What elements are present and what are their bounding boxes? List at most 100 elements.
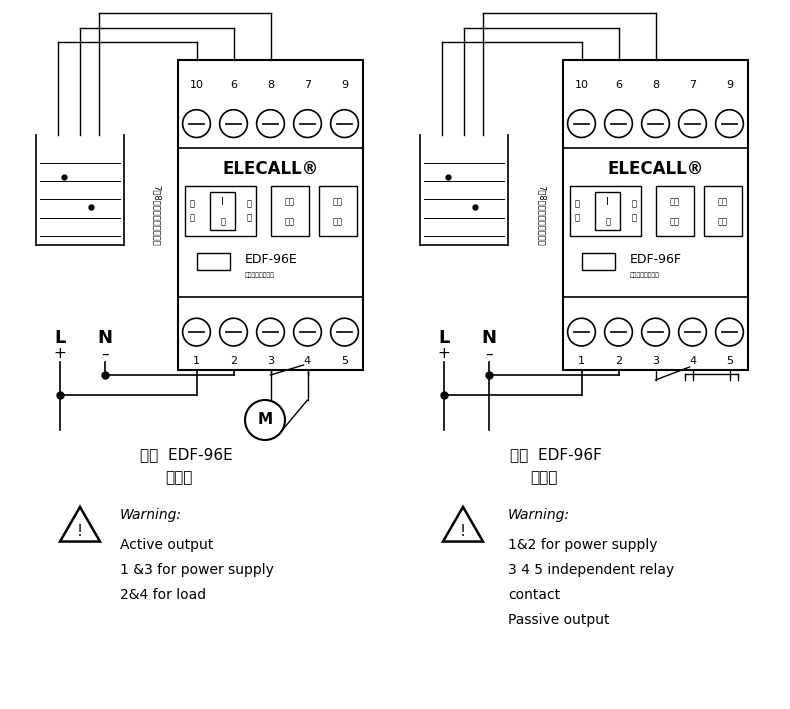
Bar [178,60,363,370]
Text: 全自动水位控制器: 全自动水位控制器 [245,272,275,278]
Text: 4: 4 [689,356,696,367]
Circle shape [604,318,632,346]
Text: N: N [481,329,496,347]
Text: 5: 5 [341,356,348,367]
Circle shape [716,110,743,138]
Text: 5: 5 [726,356,733,367]
Circle shape [220,110,247,138]
Text: 供停: 供停 [670,197,680,206]
Text: 10: 10 [190,79,204,90]
Text: 7和8接水位电极一水池图: 7和8接水位电极一水池图 [536,184,546,245]
Circle shape [331,318,359,346]
Bar [595,191,620,230]
Text: Passive output: Passive output [508,613,610,627]
Circle shape [679,110,706,138]
Circle shape [641,110,669,138]
Text: 3: 3 [652,356,659,367]
Circle shape [182,110,210,138]
Text: Warning:: Warning: [120,508,182,522]
Text: N: N [97,329,112,347]
Bar [563,60,748,370]
Text: Active output: Active output [120,538,213,552]
Circle shape [568,110,596,138]
Text: !: ! [460,525,466,540]
Bar [210,191,235,230]
Text: +: + [54,347,66,362]
Text: 排停: 排停 [333,218,343,226]
Text: 图一  EDF-96E: 图一 EDF-96E [140,447,233,462]
Text: contact: contact [508,588,560,602]
Text: 水: 水 [246,213,252,222]
Bar [318,186,357,236]
Text: 2: 2 [615,356,622,367]
Text: 排启: 排启 [670,218,680,226]
Text: 供停: 供停 [285,197,295,206]
Circle shape [679,318,706,346]
Text: M: M [258,413,273,428]
Text: 1: 1 [578,356,585,367]
Text: 关: 关 [220,218,225,226]
Text: 排: 排 [632,200,637,208]
Text: +: + [438,347,450,362]
Text: –: – [101,347,109,362]
Text: 9: 9 [341,79,348,90]
Text: 供: 供 [190,200,194,208]
Text: 6: 6 [230,79,237,90]
Text: 水: 水 [574,213,579,222]
Text: 2&4 for load: 2&4 for load [120,588,206,602]
Circle shape [641,318,669,346]
Text: 排启: 排启 [285,218,295,226]
Bar [704,186,743,236]
Text: I: I [606,196,609,207]
Text: 图二  EDF-96F: 图二 EDF-96F [510,447,602,462]
Circle shape [716,318,743,346]
Circle shape [257,318,284,346]
Bar [656,186,694,236]
Text: 供启: 供启 [718,197,728,206]
Text: 1: 1 [193,356,200,367]
Text: 7和8接水位电极一水池图: 7和8接水位电极一水池图 [152,184,160,245]
Text: L: L [55,329,66,347]
Text: 水: 水 [190,213,194,222]
Text: 水: 水 [632,213,637,222]
Text: ELECALL®: ELECALL® [222,160,318,178]
Text: I: I [221,196,224,207]
Text: 供: 供 [574,200,579,208]
Circle shape [245,400,285,440]
Circle shape [182,318,210,346]
Text: L: L [438,329,450,347]
Text: 8: 8 [267,79,274,90]
Text: 1 &3 for power supply: 1 &3 for power supply [120,563,274,577]
Text: 1&2 for power supply: 1&2 for power supply [508,538,657,552]
Text: –: – [485,347,493,362]
Text: 全自动水位控制器: 全自动水位控制器 [630,272,660,278]
Bar [186,186,256,236]
Text: 接线图: 接线图 [165,471,193,486]
Text: 排停: 排停 [718,218,728,226]
Bar [581,253,615,269]
Text: ELECALL®: ELECALL® [608,160,704,178]
Text: 7: 7 [304,79,311,90]
Text: 排: 排 [246,200,252,208]
Text: 7: 7 [689,79,696,90]
Text: Warning:: Warning: [508,508,570,522]
Bar [197,253,230,269]
Circle shape [220,318,247,346]
Bar [570,186,641,236]
Text: 接线图: 接线图 [530,471,558,486]
Circle shape [568,318,596,346]
Text: 10: 10 [574,79,589,90]
Circle shape [604,110,632,138]
Circle shape [257,110,284,138]
Text: 9: 9 [726,79,733,90]
Circle shape [331,110,359,138]
Text: !: ! [77,525,83,540]
Bar [270,186,310,236]
Text: 6: 6 [615,79,622,90]
Text: 8: 8 [652,79,659,90]
Text: EDF-96E: EDF-96E [245,253,297,267]
Text: 供启: 供启 [333,197,343,206]
Text: 关: 关 [605,218,610,226]
Text: EDF-96F: EDF-96F [630,253,682,267]
Circle shape [294,110,322,138]
